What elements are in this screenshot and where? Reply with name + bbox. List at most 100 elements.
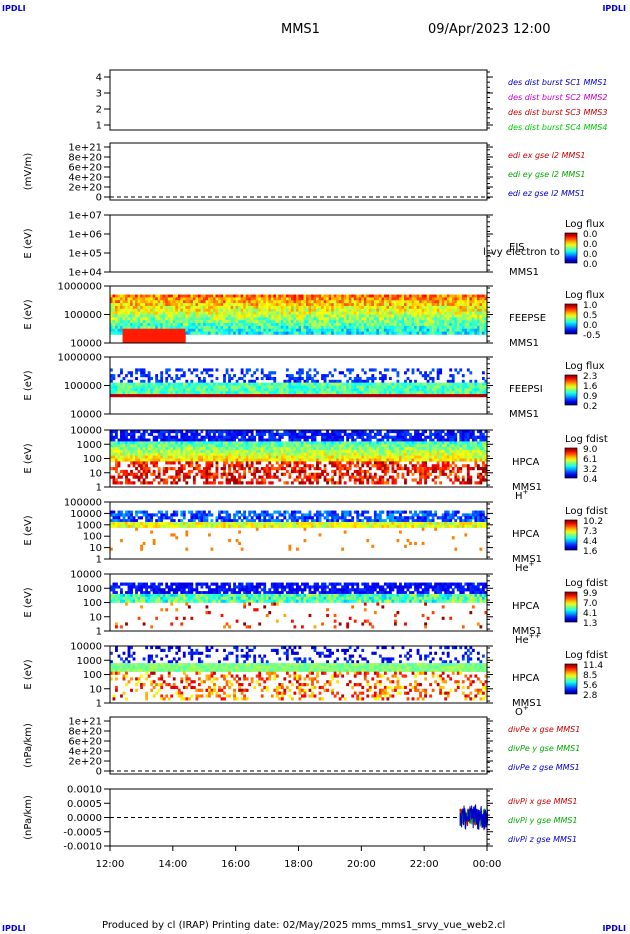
heatmap-cell bbox=[115, 394, 118, 398]
heatmap-cell bbox=[125, 311, 128, 315]
heatmap-cell bbox=[200, 447, 204, 451]
heatmap-cell bbox=[479, 323, 483, 327]
heatmap-cell bbox=[122, 472, 126, 476]
heatmap-cell bbox=[426, 297, 430, 301]
heatmap-cell bbox=[125, 481, 128, 485]
heatmap-cell bbox=[127, 300, 131, 304]
heatmap-cell bbox=[265, 444, 269, 448]
heatmap-cell bbox=[152, 469, 156, 474]
heatmap-cell bbox=[316, 394, 319, 398]
heatmap-cell bbox=[122, 447, 126, 451]
heatmap-cell bbox=[177, 478, 181, 482]
heatmap-cell bbox=[368, 391, 372, 395]
heatmap-cell bbox=[175, 444, 179, 448]
heatmap-cell bbox=[459, 385, 463, 389]
heatmap-cell bbox=[185, 388, 189, 392]
heatmap-cell bbox=[434, 331, 438, 335]
heatmap-cell bbox=[197, 444, 201, 448]
heatmap-cell bbox=[190, 305, 194, 310]
heatmap-cell bbox=[228, 464, 231, 468]
heatmap-cell bbox=[454, 297, 458, 301]
heatmap-cell bbox=[140, 317, 143, 321]
heatmap-cell bbox=[449, 385, 453, 389]
heatmap-cell bbox=[195, 382, 199, 386]
heatmap-cell bbox=[419, 331, 422, 335]
heatmap-cell bbox=[378, 317, 382, 321]
heatmap-cell bbox=[142, 379, 146, 383]
heatmap-cell bbox=[230, 303, 234, 307]
heatmap-cell bbox=[167, 334, 171, 338]
heatmap-cell bbox=[401, 303, 405, 307]
heatmap-cell bbox=[353, 449, 357, 454]
heatmap-cell bbox=[268, 382, 272, 386]
heatmap-cell bbox=[248, 303, 252, 307]
heatmap-cell bbox=[414, 311, 417, 315]
heatmap-cell bbox=[117, 481, 121, 485]
heatmap-cell bbox=[223, 438, 226, 442]
heatmap-cell bbox=[404, 331, 407, 335]
heatmap-cell bbox=[215, 475, 219, 479]
heatmap-cell bbox=[366, 464, 370, 468]
heatmap-cell bbox=[363, 432, 367, 436]
heatmap-cell bbox=[479, 305, 483, 310]
heatmap-cell bbox=[165, 328, 169, 332]
heatmap-cell bbox=[409, 325, 412, 330]
heatmap-cell bbox=[142, 385, 146, 389]
heatmap-cell bbox=[223, 308, 226, 312]
heatmap-cell bbox=[140, 481, 143, 485]
heatmap-cell bbox=[228, 297, 231, 301]
heatmap-cell bbox=[376, 323, 380, 327]
heatmap-cell bbox=[275, 449, 279, 454]
heatmap-cell bbox=[167, 394, 171, 398]
heatmap-cell bbox=[306, 478, 309, 482]
heatmap-cell bbox=[273, 385, 277, 389]
heatmap-cell bbox=[205, 325, 209, 330]
heatmap-cell bbox=[253, 455, 257, 459]
heatmap-cell bbox=[411, 294, 415, 298]
heatmap-cell bbox=[381, 382, 385, 386]
heatmap-cell bbox=[346, 314, 350, 318]
heatmap-cell bbox=[326, 308, 329, 312]
heatmap-cell bbox=[255, 300, 259, 304]
heatmap-cell bbox=[162, 294, 166, 298]
heatmap-cell bbox=[125, 320, 128, 324]
heatmap-cell bbox=[142, 481, 146, 485]
y-axis-label: E (eV) bbox=[23, 228, 34, 258]
heatmap-cell bbox=[125, 478, 128, 482]
heatmap-cell bbox=[394, 331, 397, 335]
heatmap-cell bbox=[303, 379, 307, 383]
heatmap-cell bbox=[306, 455, 309, 459]
heatmap-cell bbox=[263, 469, 267, 474]
heatmap-cell bbox=[351, 435, 355, 439]
heatmap-cell bbox=[399, 323, 402, 327]
heatmap-cell bbox=[396, 328, 400, 332]
heatmap-cell bbox=[225, 455, 229, 459]
heatmap-cell bbox=[175, 385, 179, 389]
heatmap-cell bbox=[137, 461, 141, 465]
heatmap-cell bbox=[295, 379, 299, 383]
heatmap-cell bbox=[110, 294, 113, 298]
corner-label-top-right: IPDLI bbox=[602, 4, 626, 13]
heatmap-cell bbox=[303, 394, 307, 398]
heatmap-cell bbox=[260, 447, 264, 451]
heatmap-cell bbox=[336, 461, 340, 465]
heatmap-cell bbox=[288, 297, 292, 301]
heatmap-cell bbox=[162, 323, 166, 327]
heatmap-cell bbox=[426, 391, 430, 395]
heatmap-cell bbox=[228, 394, 231, 398]
heatmap-cell bbox=[205, 328, 209, 332]
heatmap-cell bbox=[366, 305, 370, 310]
heatmap-cell bbox=[454, 331, 458, 335]
heatmap-cell bbox=[363, 449, 367, 454]
heatmap-cell bbox=[376, 461, 380, 465]
heatmap-cell bbox=[152, 308, 156, 312]
heatmap-cell bbox=[318, 317, 322, 321]
heatmap-cell bbox=[215, 388, 219, 392]
heatmap-cell bbox=[192, 382, 196, 386]
heatmap-cell bbox=[341, 464, 345, 468]
heatmap-cell bbox=[215, 317, 219, 321]
heatmap-cell bbox=[426, 308, 430, 312]
heatmap-cell bbox=[157, 447, 161, 451]
heatmap-cell bbox=[313, 478, 317, 482]
heatmap-cell bbox=[275, 303, 279, 307]
